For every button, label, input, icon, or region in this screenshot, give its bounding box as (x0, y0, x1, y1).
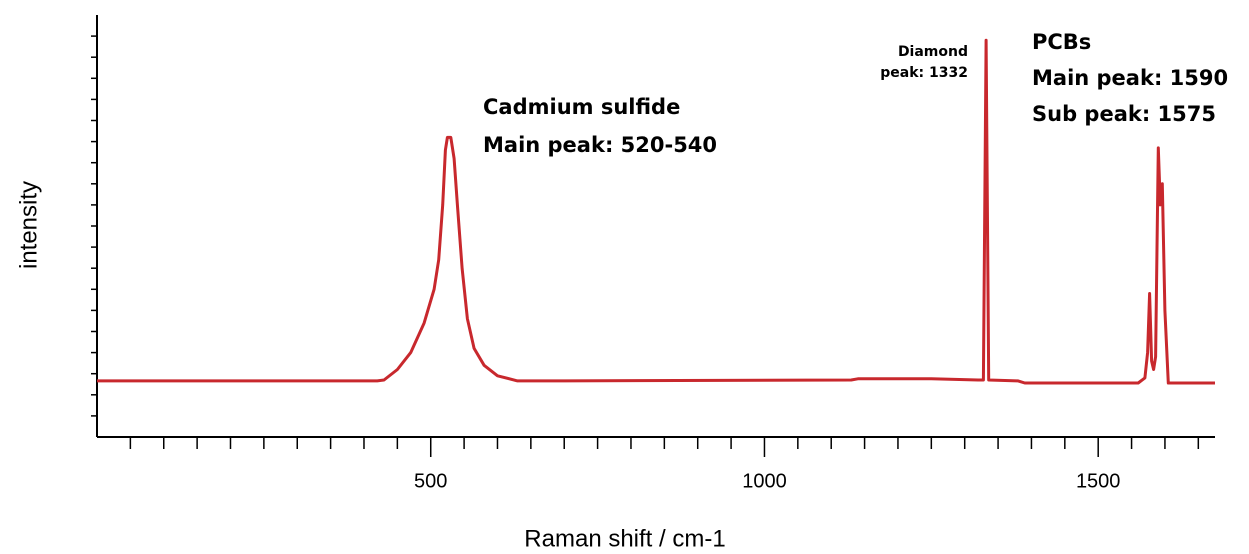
annotation: Cadmium sulfide (483, 95, 680, 119)
spectrum-line (97, 38, 1215, 385)
x-tick-label: 1000 (742, 470, 787, 492)
x-tick-label: 1500 (1076, 470, 1121, 492)
x-tick-label: 500 (414, 470, 447, 492)
annotation: Main peak: 520-540 (483, 133, 717, 157)
y-axis-label: intensity (15, 181, 42, 269)
x-axis-label: Raman shift / cm-1 (524, 525, 725, 552)
annotation: Diamond (898, 44, 968, 60)
annotation: PCBs (1032, 30, 1091, 54)
annotation: Sub peak: 1575 (1032, 102, 1216, 126)
annotation: Main peak: 1590 (1032, 66, 1228, 90)
annotation: peak: 1332 (880, 65, 968, 81)
